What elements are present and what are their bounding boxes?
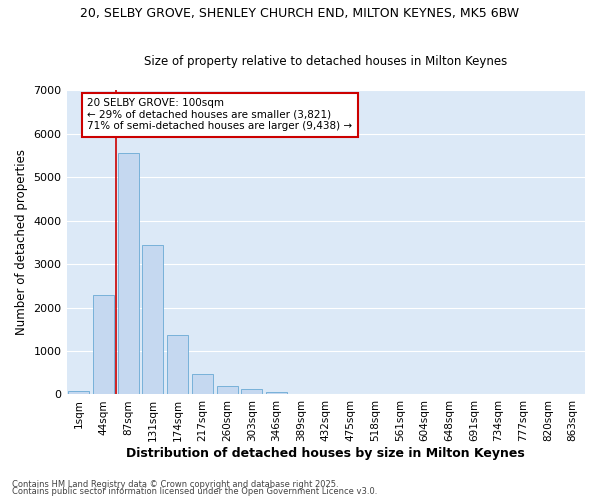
Text: 20, SELBY GROVE, SHENLEY CHURCH END, MILTON KEYNES, MK5 6BW: 20, SELBY GROVE, SHENLEY CHURCH END, MIL… — [80, 8, 520, 20]
Bar — [93, 294, 114, 394]
Bar — [68, 390, 89, 394]
Bar — [167, 334, 188, 394]
Bar — [217, 386, 238, 394]
Bar — [192, 374, 213, 394]
Y-axis label: Number of detached properties: Number of detached properties — [15, 150, 28, 336]
Bar — [241, 389, 262, 394]
Bar — [266, 392, 287, 394]
Text: 20 SELBY GROVE: 100sqm
← 29% of detached houses are smaller (3,821)
71% of semi-: 20 SELBY GROVE: 100sqm ← 29% of detached… — [87, 98, 352, 132]
Bar — [118, 153, 139, 394]
Bar — [142, 244, 163, 394]
Text: Contains public sector information licensed under the Open Government Licence v3: Contains public sector information licen… — [12, 487, 377, 496]
Title: Size of property relative to detached houses in Milton Keynes: Size of property relative to detached ho… — [144, 56, 508, 68]
Text: Contains HM Land Registry data © Crown copyright and database right 2025.: Contains HM Land Registry data © Crown c… — [12, 480, 338, 489]
X-axis label: Distribution of detached houses by size in Milton Keynes: Distribution of detached houses by size … — [127, 447, 525, 460]
